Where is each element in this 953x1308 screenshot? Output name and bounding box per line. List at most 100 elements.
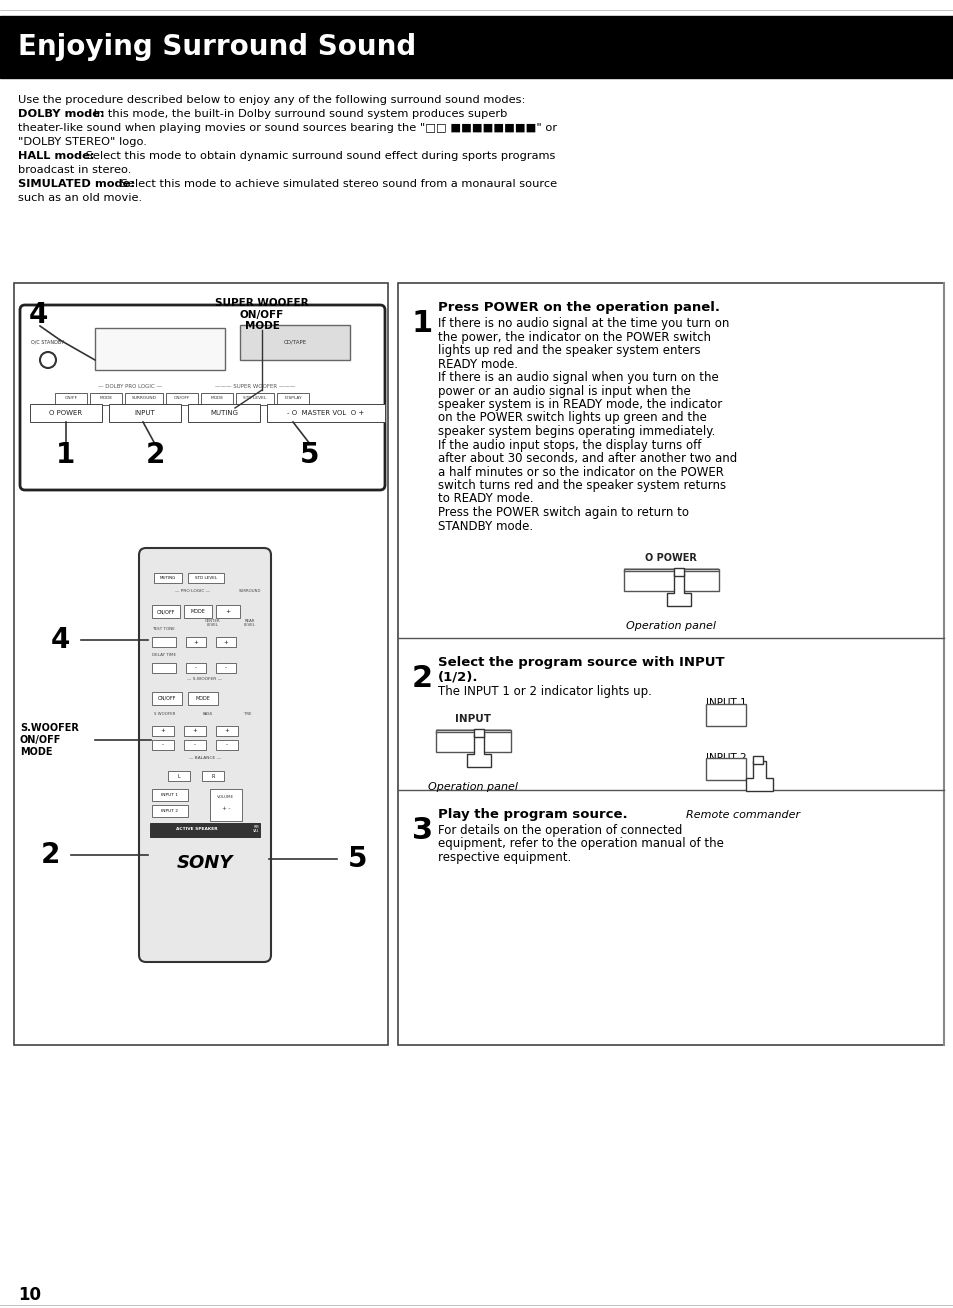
Bar bbox=[30, 404, 102, 422]
Text: 4: 4 bbox=[29, 301, 48, 330]
Bar bbox=[0, 16, 953, 78]
Text: MODE: MODE bbox=[195, 696, 211, 701]
Text: O POWER: O POWER bbox=[644, 553, 697, 562]
Text: Enjoying Surround Sound: Enjoying Surround Sound bbox=[18, 33, 416, 61]
Bar bbox=[14, 283, 388, 1045]
Text: RM
VA1: RM VA1 bbox=[253, 825, 259, 833]
Text: SURROUND: SURROUND bbox=[238, 589, 261, 593]
Text: on the POWER switch lights up green and the: on the POWER switch lights up green and … bbox=[437, 412, 706, 425]
Text: Select this mode to achieve simulated stereo sound from a monaural source: Select this mode to achieve simulated st… bbox=[117, 179, 557, 188]
Text: If there is no audio signal at the time you turn on: If there is no audio signal at the time … bbox=[437, 317, 729, 330]
Text: MODE: MODE bbox=[211, 396, 223, 400]
Bar bbox=[95, 328, 225, 370]
Text: + -: + - bbox=[221, 807, 230, 811]
Text: to READY mode.: to READY mode. bbox=[437, 493, 533, 505]
Bar bbox=[168, 770, 190, 781]
Text: MUTING: MUTING bbox=[210, 409, 237, 416]
Text: Operation panel: Operation panel bbox=[428, 782, 517, 793]
Text: HALL mode:: HALL mode: bbox=[18, 150, 94, 161]
Text: CENTER
LEVEL: CENTER LEVEL bbox=[205, 619, 220, 628]
Text: +: + bbox=[223, 640, 228, 645]
Text: +: + bbox=[193, 729, 197, 734]
Text: ACTIVE SPEAKER: ACTIVE SPEAKER bbox=[176, 827, 217, 831]
Text: If there is an audio signal when you turn on the: If there is an audio signal when you tur… bbox=[437, 371, 718, 385]
Text: If the audio input stops, the display turns off: If the audio input stops, the display tu… bbox=[437, 438, 700, 451]
Text: switch turns red and the speaker system returns: switch turns red and the speaker system … bbox=[437, 479, 725, 492]
Text: MODE: MODE bbox=[99, 396, 112, 400]
Bar bbox=[188, 573, 224, 583]
Text: -: - bbox=[162, 743, 164, 747]
Text: lights up red and the speaker system enters: lights up red and the speaker system ent… bbox=[437, 344, 700, 357]
Text: - O  MASTER VOL  O +: - O MASTER VOL O + bbox=[287, 409, 364, 416]
Bar bbox=[152, 606, 180, 617]
Text: INPUT: INPUT bbox=[455, 714, 491, 725]
Text: — S.WOOFER —: — S.WOOFER — bbox=[188, 678, 222, 681]
Text: -: - bbox=[194, 666, 196, 671]
Bar bbox=[186, 637, 206, 647]
Text: — DOLBY PRO LOGIC —: — DOLBY PRO LOGIC — bbox=[98, 383, 162, 388]
Bar bbox=[215, 637, 235, 647]
Text: the power, the indicator on the POWER switch: the power, the indicator on the POWER sw… bbox=[437, 331, 710, 344]
Text: BASS: BASS bbox=[203, 712, 213, 715]
Polygon shape bbox=[745, 761, 772, 791]
Text: ON/OFF: ON/OFF bbox=[157, 696, 176, 701]
Text: DOLBY mode:: DOLBY mode: bbox=[18, 109, 105, 119]
Text: -: - bbox=[225, 666, 227, 671]
Bar bbox=[184, 740, 206, 749]
Polygon shape bbox=[666, 573, 690, 606]
Bar bbox=[152, 692, 182, 705]
Text: Play the program source.: Play the program source. bbox=[437, 808, 627, 821]
Text: The INPUT 1 or 2 indicator lights up.: The INPUT 1 or 2 indicator lights up. bbox=[437, 685, 651, 698]
Bar bbox=[150, 823, 260, 837]
Text: STD LEVEL: STD LEVEL bbox=[194, 576, 217, 579]
Text: SIMULATED mode:: SIMULATED mode: bbox=[18, 179, 135, 188]
Text: 2: 2 bbox=[412, 664, 433, 693]
Text: -: - bbox=[193, 743, 195, 747]
Text: SURROUND: SURROUND bbox=[132, 396, 156, 400]
Text: TEST TONE: TEST TONE bbox=[152, 627, 175, 630]
Text: In this mode, the built-in Dolby surround sound system produces superb: In this mode, the built-in Dolby surroun… bbox=[90, 109, 507, 119]
Text: REAR
LEVEL: REAR LEVEL bbox=[244, 619, 255, 628]
Text: Use the procedure described below to enjoy any of the following surround sound m: Use the procedure described below to enj… bbox=[18, 95, 525, 105]
Text: power or an audio signal is input when the: power or an audio signal is input when t… bbox=[437, 385, 690, 398]
Text: S WOOFER: S WOOFER bbox=[154, 712, 175, 715]
Text: a half minutes or so the indicator on the POWER: a half minutes or so the indicator on th… bbox=[437, 466, 723, 479]
Bar bbox=[166, 392, 198, 405]
Text: 5: 5 bbox=[300, 441, 319, 470]
Bar bbox=[623, 569, 719, 591]
Text: ——— SUPER WOOFER ———: ——— SUPER WOOFER ——— bbox=[214, 383, 294, 388]
Bar bbox=[55, 392, 87, 405]
Text: CD/TAPE: CD/TAPE bbox=[283, 340, 306, 344]
Polygon shape bbox=[467, 734, 491, 766]
Text: speaker system is in READY mode, the indicator: speaker system is in READY mode, the ind… bbox=[437, 398, 721, 411]
Text: — PRO LOGIC —: — PRO LOGIC — bbox=[175, 589, 211, 593]
Text: 10: 10 bbox=[18, 1286, 41, 1304]
Text: 1: 1 bbox=[412, 309, 433, 337]
Bar bbox=[90, 392, 122, 405]
Bar bbox=[152, 804, 188, 818]
Bar bbox=[705, 704, 745, 726]
Bar bbox=[184, 606, 212, 617]
Text: such as an old movie.: such as an old movie. bbox=[18, 194, 142, 203]
FancyBboxPatch shape bbox=[139, 548, 271, 961]
Text: 4: 4 bbox=[51, 627, 70, 654]
Text: Press the POWER switch again to return to: Press the POWER switch again to return t… bbox=[437, 506, 688, 519]
Text: INPUT: INPUT bbox=[134, 409, 155, 416]
Text: speaker system begins operating immediately.: speaker system begins operating immediat… bbox=[437, 425, 715, 438]
Text: +: + bbox=[193, 640, 198, 645]
Bar bbox=[215, 740, 237, 749]
Bar bbox=[235, 392, 274, 405]
Text: Remote commander: Remote commander bbox=[685, 810, 800, 820]
Text: +: + bbox=[160, 729, 165, 734]
Text: SUPER WOOFER
ON/OFF
MODE: SUPER WOOFER ON/OFF MODE bbox=[215, 298, 309, 331]
Bar bbox=[152, 740, 173, 749]
Bar bbox=[210, 789, 242, 821]
Bar bbox=[705, 759, 745, 780]
Text: O/C STANDBY: O/C STANDBY bbox=[31, 340, 65, 344]
Text: 2: 2 bbox=[40, 841, 60, 869]
Text: S.WOOFER
ON/OFF
MODE: S.WOOFER ON/OFF MODE bbox=[20, 723, 79, 756]
Text: MODE: MODE bbox=[191, 610, 205, 613]
Text: 2: 2 bbox=[145, 441, 165, 470]
Text: TRE: TRE bbox=[244, 712, 252, 715]
Text: O POWER: O POWER bbox=[50, 409, 83, 416]
